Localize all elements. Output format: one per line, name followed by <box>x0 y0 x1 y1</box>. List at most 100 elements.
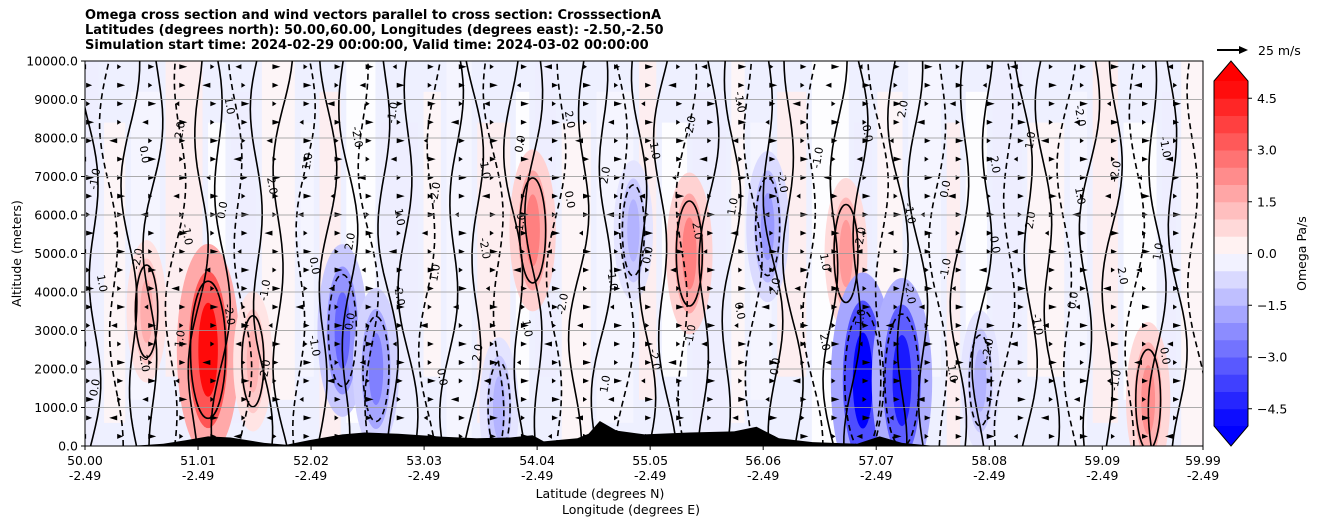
wind-vector <box>986 415 991 421</box>
wind-vector <box>831 433 836 439</box>
contour-label: -2.0 <box>476 237 493 260</box>
wind-vector <box>179 249 186 255</box>
wind-vector <box>1040 138 1049 144</box>
contour-label: 2.0 <box>470 343 486 362</box>
wind-vector <box>955 433 962 439</box>
wind-vector <box>458 378 463 384</box>
wind-vector <box>551 304 558 310</box>
wind-vector <box>117 396 122 402</box>
colorbar-level <box>1214 167 1248 185</box>
wind-vector <box>1142 101 1149 107</box>
wind-vector <box>458 249 465 255</box>
wind-vector <box>1079 267 1088 273</box>
wind-vector <box>1106 378 1111 384</box>
wind-vector <box>769 286 774 292</box>
wind-vector <box>520 304 525 310</box>
colorbar-level <box>1214 322 1248 341</box>
contour-label: -2.0 <box>257 358 274 381</box>
colorbar-level <box>1214 374 1248 392</box>
wind-vector <box>148 378 157 384</box>
wind-vector <box>1013 156 1018 162</box>
wind-vector <box>210 64 215 70</box>
wind-vector <box>1017 359 1024 365</box>
wind-vector <box>1173 119 1180 125</box>
wind-vector <box>583 267 590 273</box>
wind-vector <box>614 138 619 144</box>
wind-vector <box>734 322 739 328</box>
wind-vector <box>1079 433 1088 439</box>
wind-vector <box>365 230 374 236</box>
contour-label: 2.0 <box>562 110 578 129</box>
wind-vector <box>949 378 956 384</box>
wind-vector <box>365 119 374 125</box>
wind-vector <box>579 230 584 236</box>
wind-vector <box>583 249 592 255</box>
wind-vector <box>831 304 838 310</box>
wind-vector <box>551 230 560 236</box>
wind-vector <box>854 249 863 255</box>
wind-vector <box>862 101 869 107</box>
wind-vector <box>427 193 432 199</box>
wind-vector <box>1134 359 1143 365</box>
wind-vector <box>303 64 308 70</box>
wind-vector <box>520 101 529 107</box>
wind-vector <box>210 156 217 162</box>
wind-vector <box>1017 304 1024 310</box>
wind-vector <box>645 359 652 365</box>
colorbar-level <box>1214 132 1248 151</box>
wind-vector <box>769 415 778 421</box>
wind-vector <box>1142 156 1149 162</box>
contour-label: 2.0 <box>767 277 783 296</box>
wind-vector <box>614 378 623 384</box>
wind-vector <box>862 378 869 384</box>
wind-vector <box>547 433 552 439</box>
y-tick-label: 3000.0 <box>34 323 78 338</box>
wind-vector <box>272 64 281 70</box>
contour-label: 2.0 <box>817 332 833 351</box>
wind-vector <box>489 138 498 144</box>
wind-vector <box>769 378 776 384</box>
wind-vector <box>241 119 248 125</box>
wind-vector <box>676 64 681 70</box>
wind-vector <box>794 286 801 292</box>
contour-label: -2.0 <box>427 181 444 204</box>
wind-vector <box>893 378 902 384</box>
wind-vector <box>365 378 370 384</box>
wind-vector <box>175 101 180 107</box>
colorbar-level <box>1214 357 1248 375</box>
wind-vector <box>1110 249 1117 255</box>
wind-vector <box>427 341 434 347</box>
wind-vector <box>359 359 366 365</box>
wind-vector <box>86 359 93 365</box>
wind-vector <box>1048 378 1055 384</box>
x-tick-label-lat: 50.00 <box>67 453 103 468</box>
wind-vector <box>918 304 925 310</box>
wind-vector <box>148 286 155 292</box>
contour-label: 1.0 <box>300 152 316 171</box>
wind-vector <box>916 119 925 125</box>
wind-vector <box>1017 286 1026 292</box>
wind-vector <box>489 341 494 347</box>
wind-vector <box>272 378 277 384</box>
contour-label: 0.0 <box>512 134 528 153</box>
x-tick-label-lon: -2.49 <box>860 468 892 483</box>
wind-vector <box>769 341 774 347</box>
contour-label: -1.0 <box>1107 369 1124 392</box>
wind-vector <box>489 322 496 328</box>
contour-label: -2.0 <box>682 115 699 138</box>
wind-vector <box>1173 396 1180 402</box>
wind-vector <box>396 415 405 421</box>
wind-vector <box>676 415 685 421</box>
wind-vector <box>893 267 902 273</box>
wind-vector <box>1073 119 1080 125</box>
wind-vector <box>334 64 341 70</box>
wind-vector <box>825 82 832 88</box>
wind-vector <box>520 378 529 384</box>
wind-vector <box>396 286 401 292</box>
wind-vector <box>924 415 931 421</box>
wind-vector <box>707 138 712 144</box>
wind-vector <box>1142 415 1151 421</box>
wind-vector <box>924 82 931 88</box>
y-tick-label: 1000.0 <box>34 400 78 415</box>
wind-vector <box>1079 156 1088 162</box>
